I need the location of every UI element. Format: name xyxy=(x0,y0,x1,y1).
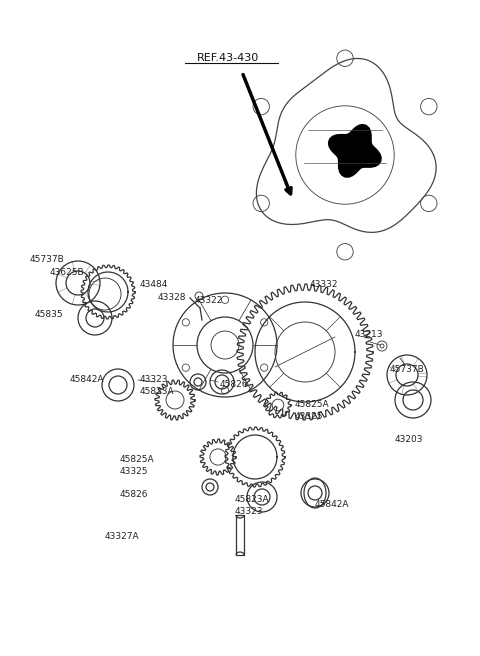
Text: 43327A: 43327A xyxy=(105,532,140,541)
Text: 43323: 43323 xyxy=(140,375,168,384)
Text: 43325: 43325 xyxy=(295,412,324,421)
Text: REF.43-430: REF.43-430 xyxy=(197,53,259,63)
Text: 45826: 45826 xyxy=(220,380,249,389)
Text: 45737B: 45737B xyxy=(30,255,65,264)
Text: 45842A: 45842A xyxy=(70,375,105,384)
Text: 43203: 43203 xyxy=(395,435,423,444)
Text: 45737B: 45737B xyxy=(390,365,425,374)
Text: 45823A: 45823A xyxy=(140,387,175,396)
Text: 45842A: 45842A xyxy=(315,500,349,509)
Text: 45825A: 45825A xyxy=(120,455,155,464)
Text: 43484: 43484 xyxy=(140,280,168,289)
Text: 45826: 45826 xyxy=(120,490,148,499)
Text: 43325: 43325 xyxy=(120,467,148,476)
Text: 43213: 43213 xyxy=(355,330,384,339)
Text: 45825A: 45825A xyxy=(295,400,330,409)
Text: 43323: 43323 xyxy=(235,507,264,516)
Text: 43625B: 43625B xyxy=(50,268,84,277)
Polygon shape xyxy=(329,125,381,177)
Text: 43322: 43322 xyxy=(195,296,223,305)
Text: 45835: 45835 xyxy=(35,310,64,319)
Text: 43328: 43328 xyxy=(158,293,187,302)
Text: 45823A: 45823A xyxy=(235,495,270,504)
Text: 43332: 43332 xyxy=(310,280,338,289)
